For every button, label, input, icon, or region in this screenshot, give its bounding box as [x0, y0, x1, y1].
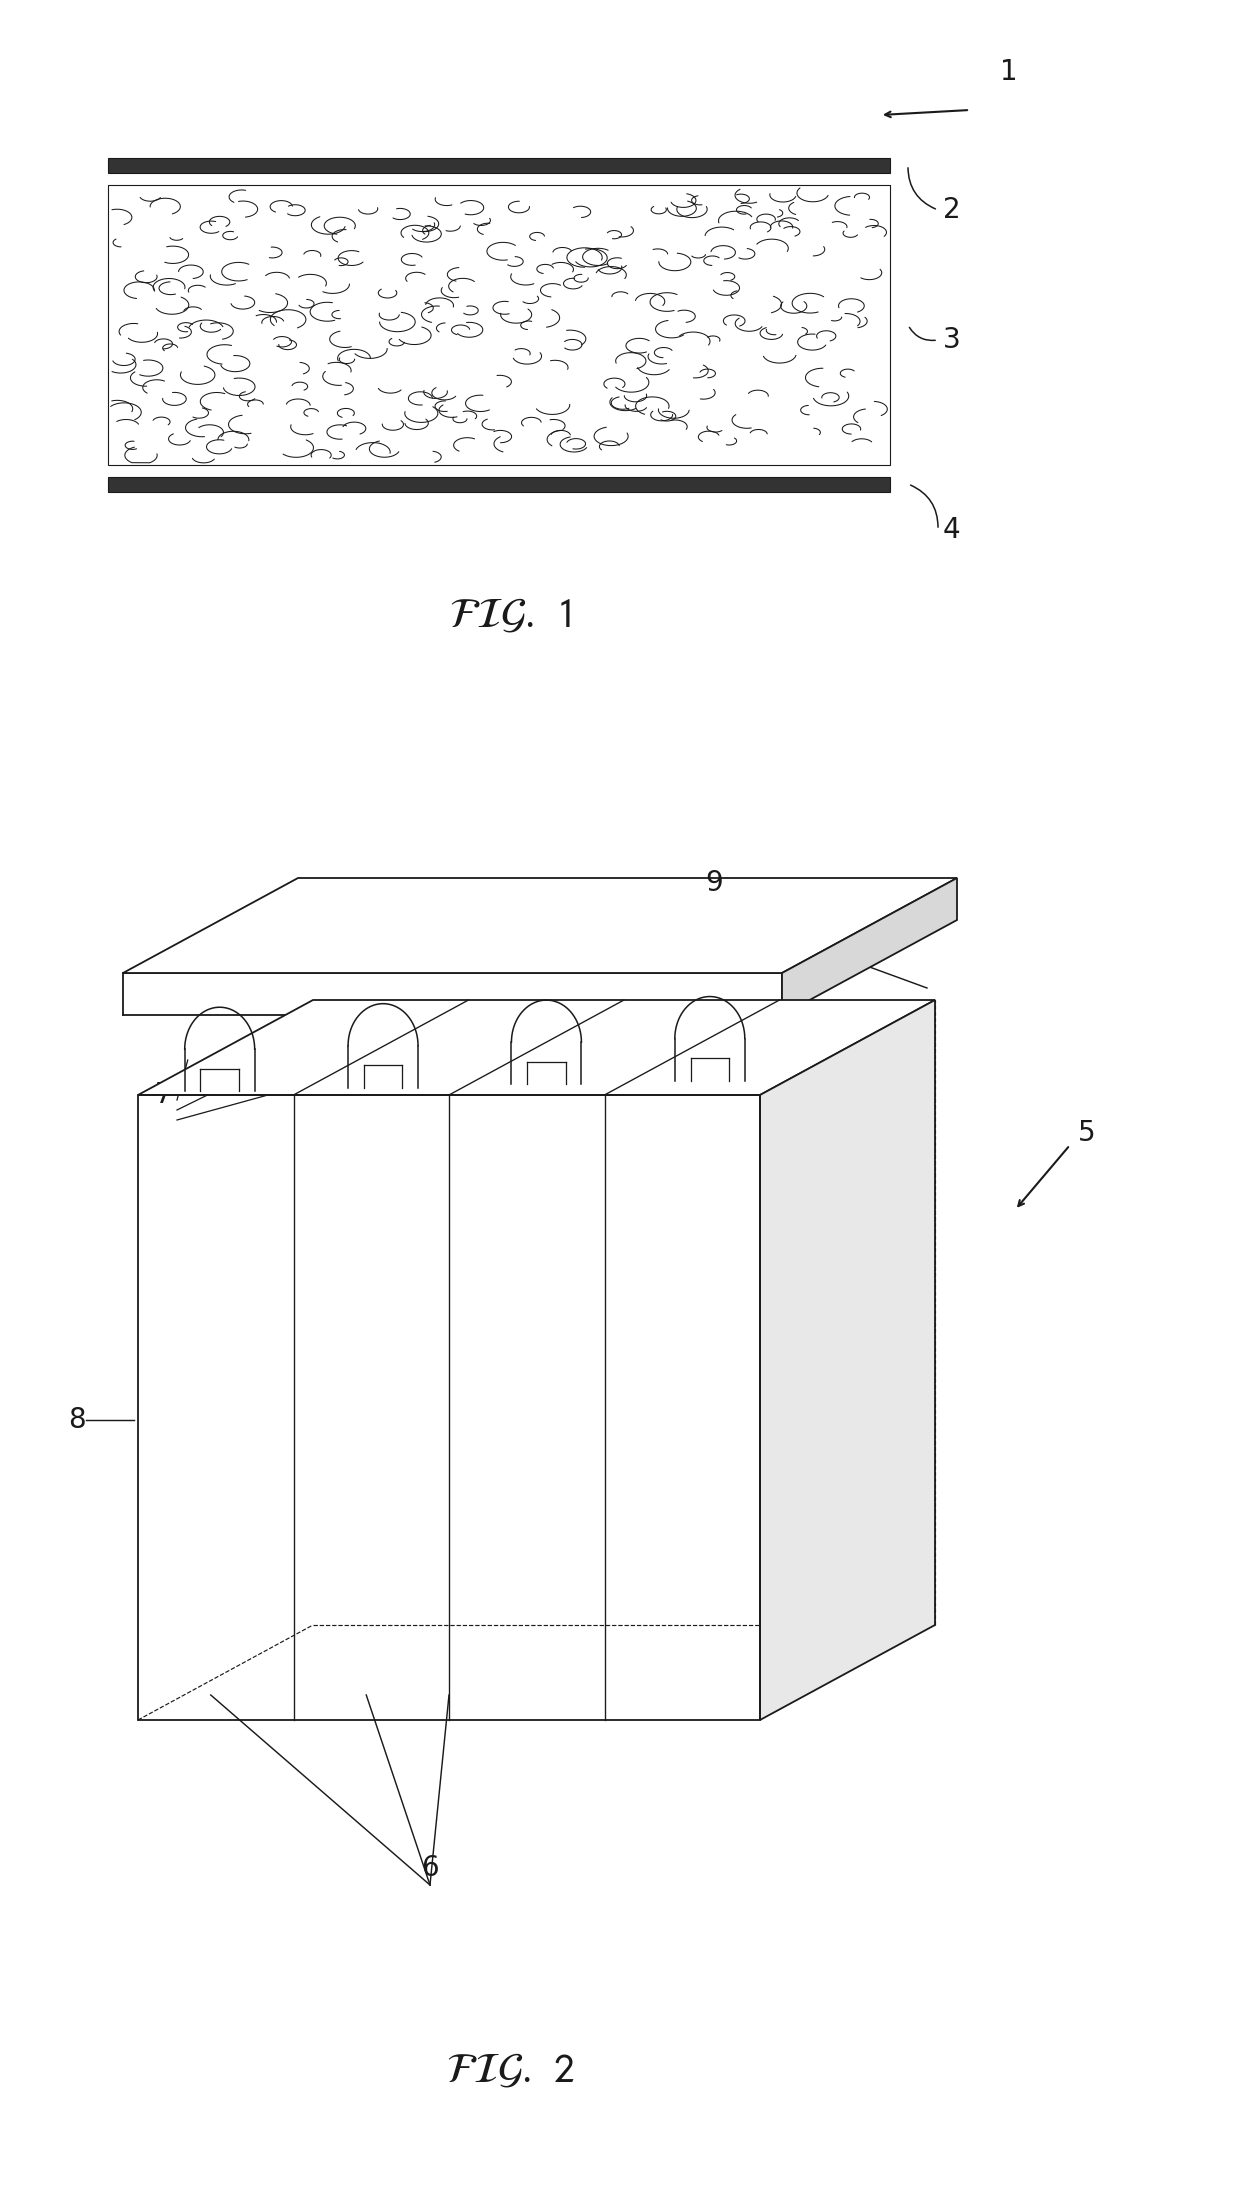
Text: 1: 1	[999, 57, 1018, 86]
Text: 3: 3	[942, 326, 961, 354]
Text: 7: 7	[155, 1081, 172, 1109]
Polygon shape	[123, 878, 957, 973]
Text: 2: 2	[942, 196, 961, 225]
Text: $\mathcal{FIG.\ 1}$: $\mathcal{FIG.\ 1}$	[449, 594, 570, 636]
Polygon shape	[138, 999, 935, 1096]
Text: 9: 9	[706, 869, 723, 898]
Text: 5: 5	[1078, 1118, 1096, 1147]
Bar	[108, 158, 890, 174]
Text: 6: 6	[422, 1853, 439, 1882]
Polygon shape	[760, 999, 935, 1719]
Text: 4: 4	[942, 515, 961, 544]
Text: 8: 8	[68, 1406, 86, 1435]
Bar	[108, 478, 890, 493]
Bar	[108, 185, 890, 464]
Polygon shape	[782, 878, 957, 1015]
Text: $\mathcal{FIG.\ 2}$: $\mathcal{FIG.\ 2}$	[445, 2049, 574, 2091]
